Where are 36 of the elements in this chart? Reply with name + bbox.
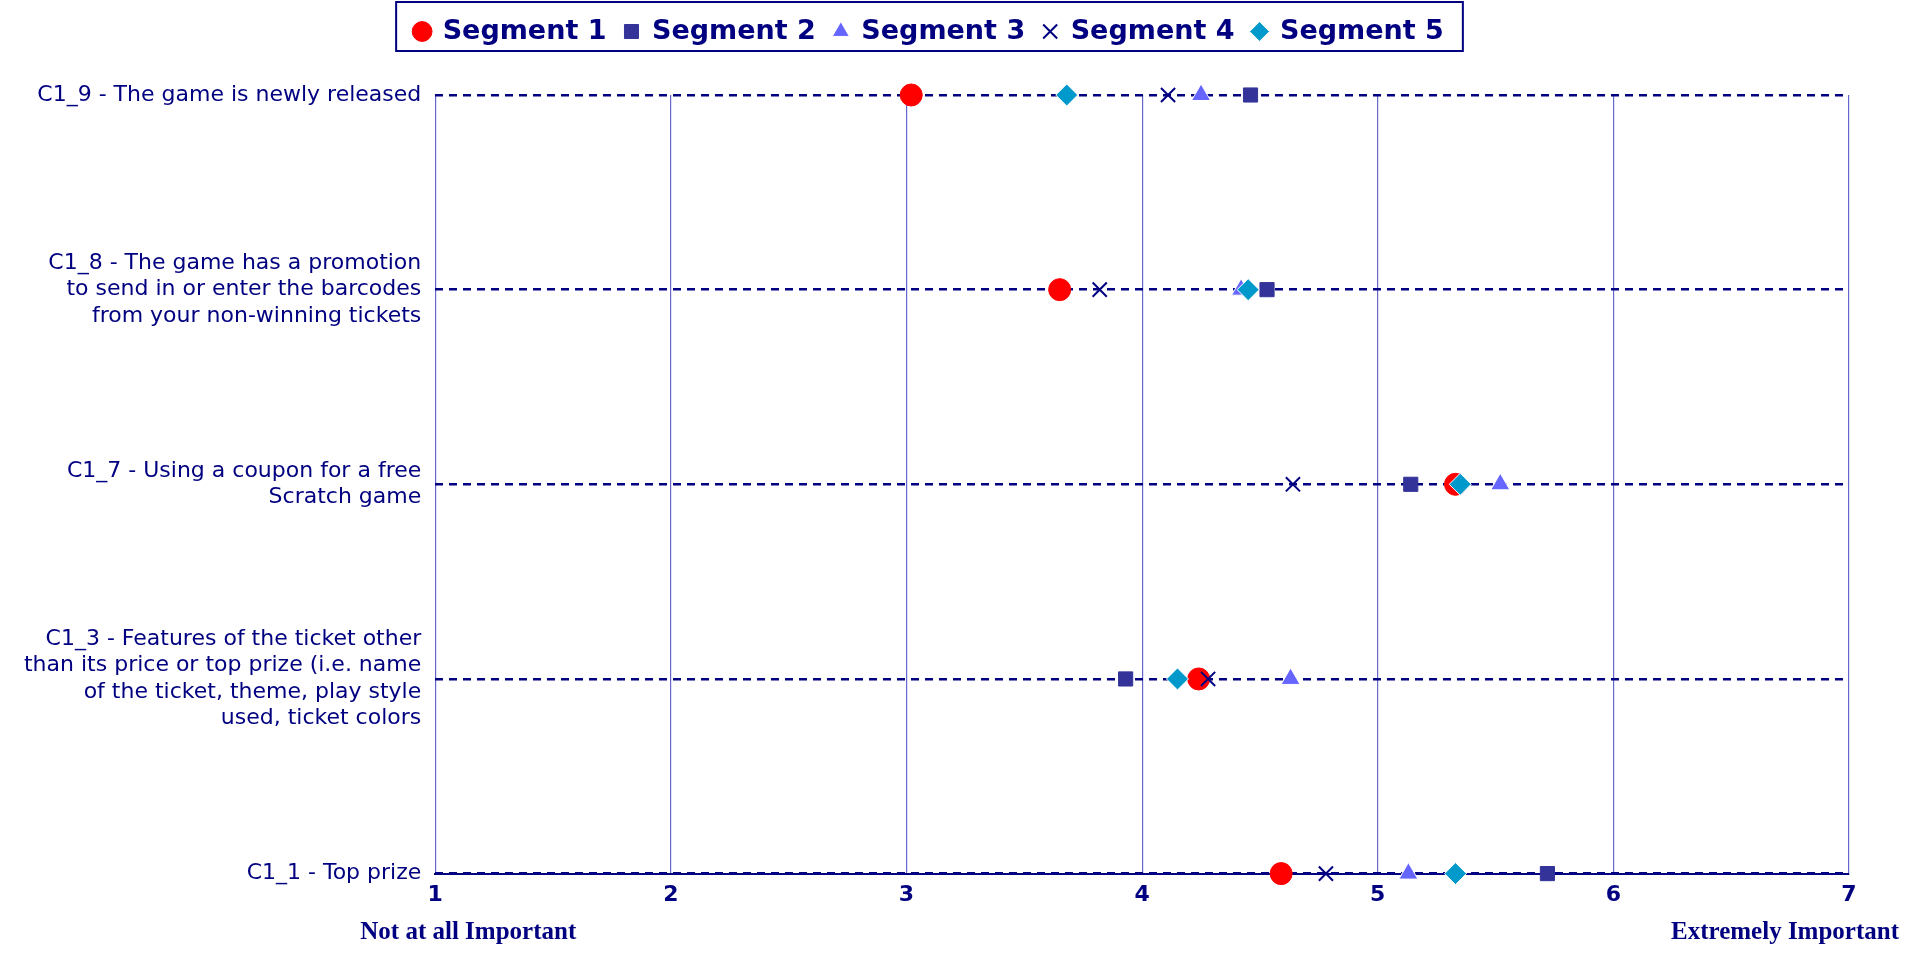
- legend-label: Segment 2: [651, 13, 816, 45]
- y-tick-label: C1_1 - Top prize: [246, 859, 422, 886]
- point: [1317, 865, 1334, 882]
- text: Not at all Important: [360, 916, 577, 944]
- y-tick-label: C1_3 - Features of the ticket other than its price or top prize (i.e. name of the ticket, theme, play style used, ticket colors: [23, 625, 423, 730]
- point: [1055, 83, 1079, 107]
- x-tick-label: 1: [427, 880, 443, 906]
- point: [899, 83, 923, 107]
- x-tick-label: 3: [898, 880, 915, 906]
- point: [1236, 278, 1260, 302]
- point: [1118, 671, 1134, 687]
- point: [1444, 862, 1468, 886]
- text: Extremely Important: [1671, 916, 1900, 944]
- y-tick-label: C1_7 - Using a coupon for a free Scratch game: [66, 456, 422, 509]
- point: [1200, 670, 1217, 688]
- legend-label: Segment 4: [1070, 13, 1235, 45]
- point: [1048, 278, 1072, 302]
- legend-label: Segment 3: [861, 13, 1026, 45]
- point: [1259, 282, 1275, 298]
- point: [1242, 87, 1259, 103]
- point: [1403, 476, 1419, 492]
- legend-label: Segment 1: [442, 13, 607, 45]
- y-tick-label: C1_9 - The game is newly released: [37, 80, 422, 107]
- point: [1165, 667, 1189, 691]
- y-tick-label: C1_8 - The game has a promotion to send in or enter the barcodes from your non-winning tickets: [48, 248, 422, 327]
- x-tick-label: 6: [1605, 880, 1622, 906]
- point: [1284, 476, 1301, 493]
- point: [1539, 866, 1555, 882]
- x-tick-label: 2: [663, 880, 679, 906]
- point: [1159, 86, 1177, 104]
- x-tick-label: 4: [1134, 880, 1150, 906]
- legend-label: Segment 5: [1280, 13, 1444, 45]
- x-tick-label: 5: [1370, 880, 1386, 906]
- point: [1269, 862, 1293, 886]
- point: [1091, 281, 1108, 298]
- x-tick-label: 7: [1841, 880, 1857, 906]
